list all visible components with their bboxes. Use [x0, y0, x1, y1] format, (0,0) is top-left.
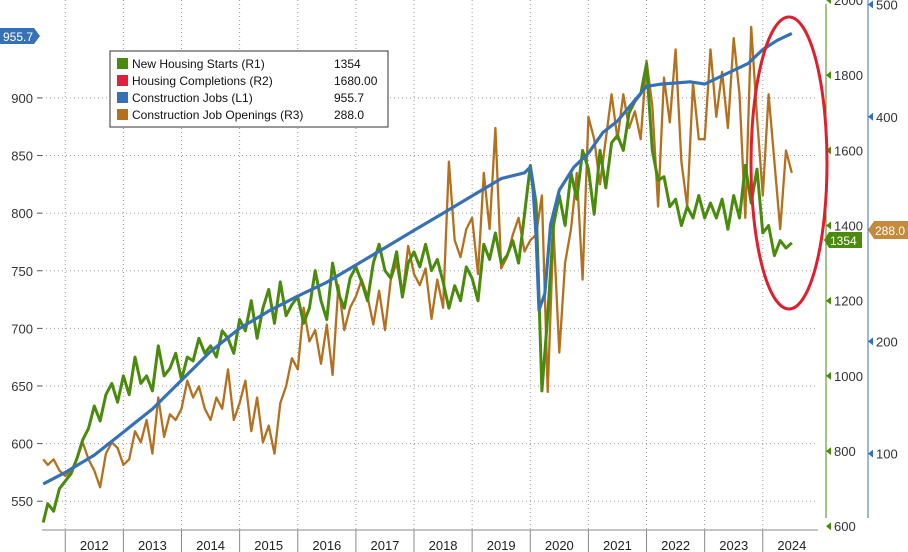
r1-tick-marker — [826, 0, 831, 4]
series-lines — [41, 25, 793, 523]
x-tick-label: 2024 — [777, 538, 806, 552]
x-tick-label: 2017 — [370, 538, 399, 552]
legend-value: 1354 — [334, 57, 361, 71]
highlight-ellipse — [749, 15, 829, 311]
x-tick-label: 2016 — [312, 538, 341, 552]
r1-tick-label: 1800 — [834, 68, 863, 83]
series-line-new-housing-starts — [41, 62, 793, 523]
y-tick-label: 900 — [11, 91, 33, 106]
x-tick-label: 2019 — [487, 538, 516, 552]
x-axis-band — [42, 530, 818, 552]
value-tag-construction-jobs-text: 955.7 — [3, 30, 33, 44]
y-tick-label: 600 — [11, 437, 33, 452]
legend-label: Housing Completions (R2) — [132, 74, 273, 88]
x-tick-label: 2015 — [254, 538, 283, 552]
y-tick-label: 750 — [11, 264, 33, 279]
legend-label: Construction Job Openings (R3) — [132, 108, 303, 122]
value-tag-housing-starts: 1354 — [824, 232, 862, 248]
r1-tick-label: 1400 — [834, 219, 863, 234]
legend-swatch — [117, 92, 128, 103]
r1-tick-marker — [826, 146, 831, 155]
x-tick-label: 2022 — [661, 538, 690, 552]
x-tick-label: 2021 — [603, 538, 632, 552]
y-tick-label: 550 — [11, 494, 33, 509]
r3-tick-label: 100 — [876, 447, 898, 462]
legend-swatch — [117, 109, 128, 120]
value-tag-job-openings-text: 288.0 — [875, 224, 905, 238]
legend-swatch — [117, 58, 128, 69]
y-tick-label: 850 — [11, 149, 33, 164]
value-tag-construction-jobs: 955.7 — [0, 28, 40, 44]
x-axis: 2012 2013 2014 2015 2016 2017 2018 2019 2020 2021… — [42, 529, 818, 552]
y-tick-label: 800 — [11, 206, 33, 221]
right-y-axis-r3: 100200300400500 — [867, 0, 898, 518]
x-tick-label: 2012 — [80, 538, 109, 552]
r1-tick-label: 1200 — [834, 294, 863, 309]
r3-tick-label: 500 — [876, 0, 898, 12]
x-tick-label: 2013 — [138, 538, 167, 552]
r1-tick-marker — [826, 522, 831, 531]
r1-tick-marker — [826, 447, 831, 456]
legend-value: 1680.00 — [334, 74, 378, 88]
legend-value: 955.7 — [334, 91, 364, 105]
r1-tick-marker — [826, 371, 831, 380]
legend-label: Construction Jobs (L1) — [132, 91, 253, 105]
r3-tick-label: 400 — [876, 110, 898, 125]
r1-tick-label: 800 — [834, 444, 856, 459]
value-tag-job-openings: 288.0 — [868, 221, 908, 239]
r3-tick-label: 200 — [876, 334, 898, 349]
x-tick-label: 2023 — [719, 538, 748, 552]
r3-tick-marker — [868, 112, 873, 121]
r3-tick-marker — [868, 337, 873, 346]
r1-tick-label: 2000 — [834, 0, 863, 8]
legend: New Housing Starts (R1) 1354 Housing Compl… — [109, 50, 389, 128]
value-tag-housing-starts-text: 1354 — [830, 234, 857, 248]
series-line-construction-jobs — [42, 31, 793, 486]
left-y-axis: 550 600 650 700 750 800 850 900 — [11, 91, 42, 509]
r1-tick-label: 600 — [834, 519, 856, 534]
legend-label: New Housing Starts (R1) — [132, 57, 265, 71]
r3-tick-marker — [868, 0, 873, 9]
y-tick-label: 700 — [11, 321, 33, 336]
legend-value: 288.0 — [334, 108, 364, 122]
r1-tick-label: 1000 — [834, 369, 863, 384]
legend-swatch — [117, 75, 128, 86]
right-y-axis-r1: 600 800 1000 1200 1400 1600 1800 2000 — [825, 0, 863, 534]
r1-tick-marker — [826, 71, 831, 80]
y-tick-label: 650 — [11, 379, 33, 394]
r1-tick-marker — [826, 296, 831, 305]
x-tick-label: 2014 — [196, 538, 225, 552]
series-line-construction-job-openings — [42, 25, 793, 489]
r3-tick-marker — [868, 449, 873, 458]
r1-tick-marker — [826, 221, 831, 230]
r1-tick-label: 1600 — [834, 143, 863, 158]
x-tick-label: 2018 — [429, 538, 458, 552]
x-tick-label: 2020 — [545, 538, 574, 552]
